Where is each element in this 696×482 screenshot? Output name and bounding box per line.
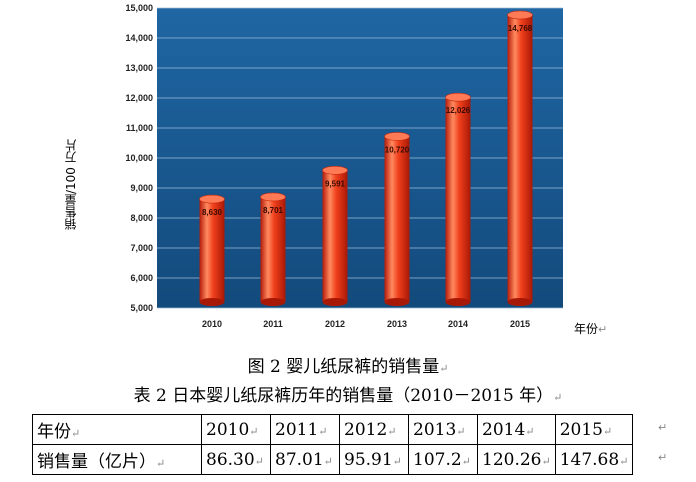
x-axis-label: 年份↵: [574, 322, 608, 336]
bar-base: [384, 298, 410, 306]
table-cell: 2012↵: [339, 414, 409, 445]
bar: [507, 14, 533, 303]
table-cell: 2013↵: [408, 414, 478, 445]
x-tick-label: 2010: [202, 319, 222, 329]
y-axis-label: 销售量/100 万片: [64, 139, 78, 230]
bar-top: [260, 192, 286, 202]
y-tick-label: 13,000: [125, 63, 153, 73]
y-tick-label: 11,000: [126, 123, 153, 133]
table-row: 销售量（亿片）↵ 86.30↵ 87.01↵ 95.91↵ 107.2↵ 120…: [32, 444, 634, 475]
bar-top: [507, 10, 533, 20]
return-mark: ↵: [553, 391, 563, 404]
table-cell: 销售量（亿片）↵: [32, 444, 202, 475]
data-label: 8,701: [263, 206, 284, 215]
bar: [445, 97, 471, 302]
table-cell: 2011↵: [270, 414, 340, 445]
chart-canvas: 5,000 6,000 7,000 8,000 9,000 10,000 11,000 12,…: [125, 3, 563, 329]
y-tick-label: 7,000: [130, 243, 153, 253]
table-cell: 87.01↵: [270, 444, 340, 475]
return-mark: ↵: [658, 451, 668, 464]
table-cell: 107.2↵: [408, 444, 478, 475]
table-cell: 86.30↵: [201, 444, 271, 475]
y-tick-label: 12,000: [125, 93, 153, 103]
bar-base: [260, 298, 286, 306]
bar-top: [199, 194, 225, 204]
table-row: 年份↵ 2010↵ 2011↵ 2012↵ 2013↵ 2014↵ 2015↵: [32, 414, 634, 445]
table-cell: 2010↵: [201, 414, 271, 445]
data-label: 10,720: [385, 145, 410, 154]
y-tick-label: 9,000: [130, 183, 153, 193]
bar: [260, 196, 286, 302]
y-tick-label: 14,000: [125, 33, 153, 43]
data-label: 9,591: [325, 179, 346, 188]
return-mark: ↵: [598, 323, 608, 336]
table-cell: 年份↵: [32, 414, 202, 445]
bar: [384, 136, 410, 302]
y-tick-label: 10,000: [125, 153, 153, 163]
data-label: 14,768: [508, 24, 533, 33]
data-label: 8,630: [202, 208, 223, 217]
bar: [322, 170, 348, 302]
data-label: 12,026: [446, 106, 471, 115]
table-cell: 2014↵: [477, 414, 556, 445]
y-tick-label: 15,000: [125, 3, 153, 13]
bar-top: [322, 165, 348, 175]
table-caption: 表 2 日本婴儿纸尿裤历年的销售量（2010－2015 年）↵: [133, 386, 563, 406]
x-tick-label: 2013: [387, 319, 407, 329]
x-tick-label: 2011: [263, 319, 283, 329]
x-tick-label: 2015: [510, 319, 530, 329]
return-mark: ↵: [439, 362, 449, 375]
bar-top: [445, 92, 471, 102]
y-tick-label: 5,000: [130, 303, 153, 313]
y-tick-label: 8,000: [130, 213, 153, 223]
bar-top: [384, 132, 410, 141]
y-tick-label: 6,000: [130, 273, 153, 283]
table-cell: 2015↵: [554, 414, 634, 445]
bar-base: [199, 298, 225, 306]
table-cell: 120.26↵: [477, 444, 556, 475]
bar-base: [507, 298, 533, 306]
sales-table: 年份↵ 2010↵ 2011↵ 2012↵ 2013↵ 2014↵ 2015↵ …: [32, 414, 634, 475]
bar: [199, 199, 225, 302]
x-tick-label: 2012: [325, 319, 345, 329]
x-tick-label: 2014: [448, 319, 468, 329]
table-cell: 147.68↵: [554, 444, 634, 475]
bar-base: [322, 298, 348, 306]
bar-base: [445, 298, 471, 306]
bar-chart: 5,000 6,000 7,000 8,000 9,000 10,000 11,000 12,…: [64, 3, 608, 336]
return-mark: ↵: [658, 421, 668, 434]
table-cell: 95.91↵: [339, 444, 409, 475]
figure-caption: 图 2 婴儿纸尿裤的销售量↵: [247, 357, 449, 377]
